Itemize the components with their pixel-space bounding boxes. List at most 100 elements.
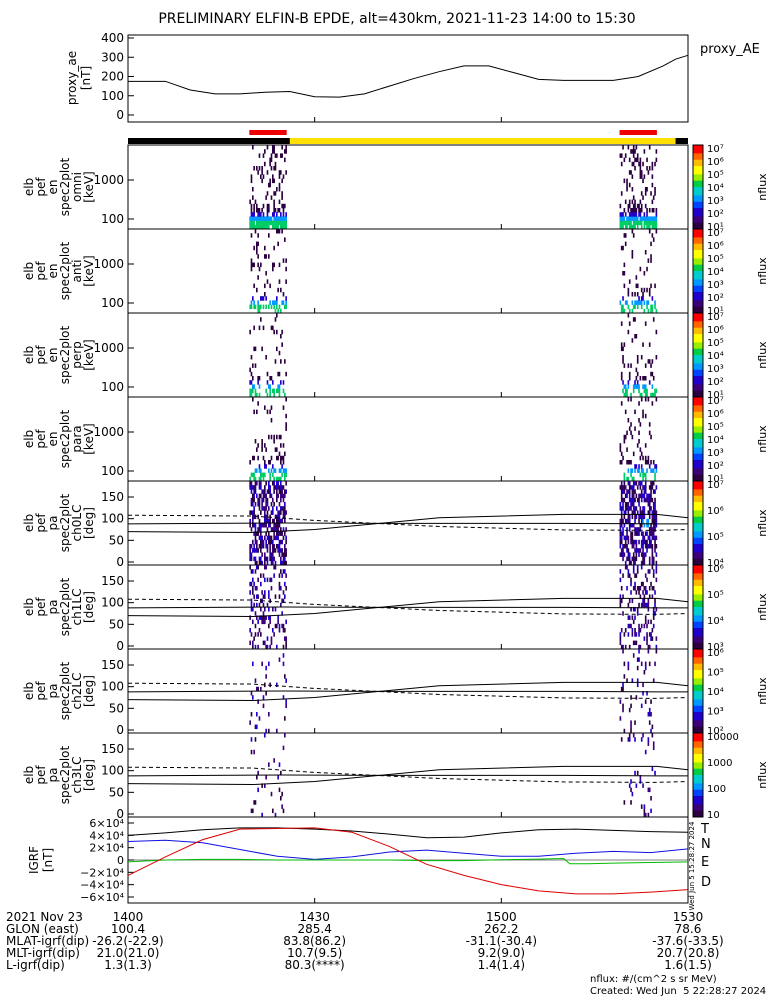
spec-pixel: [654, 191, 656, 196]
spec-pixel: [620, 552, 623, 557]
spec-pixel: [639, 212, 642, 217]
spec-pixel: [278, 548, 281, 553]
colorbar-segment: [693, 485, 703, 488]
spec-pixel: [260, 493, 262, 499]
spec-pixel: [254, 539, 257, 545]
spec-pixel: [268, 607, 270, 612]
colorbar-segment: [693, 378, 703, 381]
spec-pixel: [642, 552, 644, 557]
spec-pixel: [632, 195, 635, 200]
spec-pixel: [638, 481, 640, 486]
spec-pixel: [273, 245, 275, 251]
spec-pixel: [258, 535, 261, 541]
spec-pixel: [620, 586, 623, 591]
spec-pixel: [648, 224, 651, 230]
spec-pixel: [624, 644, 627, 650]
spec-pixel: [252, 472, 254, 478]
spec-pixel: [651, 161, 654, 167]
pa-ytick-label: 0: [116, 723, 124, 737]
colorbar-segment: [693, 371, 703, 375]
spec-pixel: [644, 619, 647, 625]
spec-pixel: [268, 216, 270, 221]
spec-pixel: [274, 607, 277, 612]
spec-pixel: [273, 166, 275, 171]
spec-pixel: [256, 216, 258, 221]
ae-ytick-label: 100: [101, 89, 124, 103]
loss-cone-line: [127, 522, 688, 525]
spec-pixel: [272, 560, 274, 566]
spec-pixel: [276, 644, 278, 650]
spec-pixel: [274, 812, 277, 818]
spec-pixel: [654, 304, 656, 310]
spec-pixel: [634, 556, 636, 562]
spec-pixel: [643, 623, 646, 629]
spec-pixel: [652, 392, 655, 398]
spec-pixel: [631, 149, 634, 154]
spec-pixel: [635, 157, 638, 163]
colorbar-segment: [693, 340, 703, 343]
spec-pixel: [281, 506, 283, 511]
spec-pixel: [647, 598, 650, 604]
spec-pixel: [632, 506, 635, 511]
spec-pixel: [650, 241, 652, 247]
spec-pixel: [648, 359, 651, 364]
spec-pixel: [253, 594, 255, 599]
spec-pixel: [260, 468, 262, 473]
spec-pixel: [278, 187, 281, 192]
colorbar-segment: [693, 785, 703, 788]
spec-pixel: [632, 607, 635, 612]
spec-pixel: [257, 577, 259, 583]
spec-pixel: [272, 539, 274, 545]
spec-pixel: [281, 229, 283, 234]
spec-pixel: [652, 531, 655, 536]
spec-pixel: [252, 397, 254, 402]
colorbar-tick-label: 10²: [707, 209, 724, 220]
spec-pixel: [651, 199, 654, 205]
spec-pixel: [249, 510, 251, 515]
colorbar-segment: [693, 533, 703, 536]
spec-pixel: [260, 476, 262, 482]
spec-pixel: [254, 527, 257, 532]
colorbar-segment: [693, 161, 703, 165]
colorbar-segment: [693, 231, 703, 234]
spec-pixel: [636, 300, 639, 305]
colorbar-segment: [693, 172, 703, 175]
xaxis-value: 20.7(20.8): [657, 946, 720, 960]
colorbar-segment: [693, 189, 703, 192]
colorbar-segment: [693, 594, 703, 597]
spec-pixel: [254, 476, 257, 482]
spec-pixel: [268, 468, 270, 473]
spec-pixel: [261, 216, 263, 221]
spec-pixel: [266, 279, 269, 284]
spec-pixel: [252, 539, 254, 545]
spec-pixel: [654, 497, 656, 503]
spec-pixel: [651, 166, 654, 171]
spec-pixel: [624, 384, 627, 389]
spec-pixel: [628, 371, 631, 377]
spec-pixel: [261, 497, 263, 503]
spec-pixel: [642, 691, 644, 696]
spec-pixel: [646, 518, 648, 524]
spec-pixel: [274, 447, 277, 452]
colorbar-segment: [693, 663, 703, 667]
spec-pixel: [249, 720, 251, 725]
spec-pixel: [274, 161, 277, 167]
spec-pixel: [277, 527, 279, 532]
spec-pixel: [284, 304, 286, 310]
spec-pixel: [264, 245, 266, 251]
spec-pixel: [626, 493, 628, 499]
spec-pixel: [636, 611, 639, 616]
spec-pixel: [266, 224, 269, 230]
spec-pixel: [284, 569, 286, 574]
spec-pixel: [268, 762, 270, 767]
colorbar-segment: [693, 516, 703, 520]
spec-pixel: [626, 506, 628, 511]
spec-pixel: [264, 283, 266, 289]
spec-pixel: [265, 556, 267, 562]
spec-pixel: [270, 636, 273, 641]
colorbar-segment: [693, 350, 703, 354]
spec-pixel: [646, 636, 648, 641]
spec-pixel: [642, 783, 644, 788]
spec-pixel: [650, 539, 652, 545]
colorbar-segment: [693, 504, 703, 507]
